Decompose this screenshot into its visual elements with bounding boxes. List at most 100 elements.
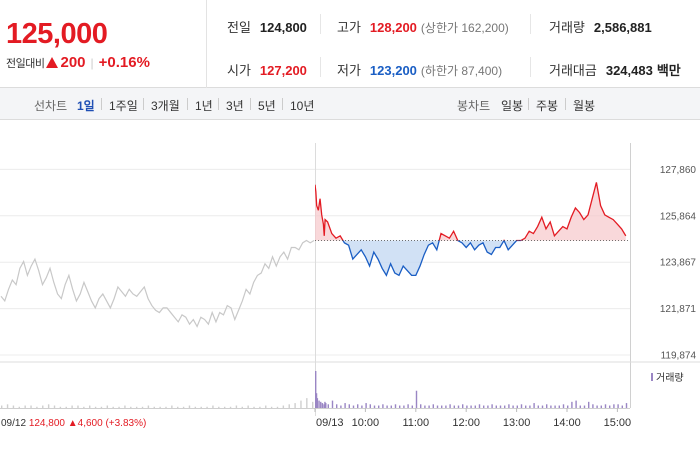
toolbar-separator [528, 98, 529, 110]
volume-bar [441, 405, 443, 408]
volume-bar [235, 405, 238, 408]
volume-bar [229, 406, 232, 408]
candle-weekly-button[interactable]: 주봉 [536, 99, 559, 113]
prev-day-series [0, 239, 315, 328]
y-tick-label: 123,867 [660, 258, 697, 269]
x-tick-label: 14:00 [553, 417, 581, 429]
volume-bar [390, 405, 392, 408]
current-price: 125,000 [6, 18, 108, 50]
period-1d-button[interactable]: 1일 [77, 99, 95, 113]
volume-bar [537, 405, 539, 408]
volume-bar [575, 400, 577, 408]
volume-bar [12, 405, 15, 408]
volume-bar [141, 406, 144, 408]
change-row: 전일대비 200 | +0.16% [6, 54, 150, 71]
toolbar-separator [218, 98, 219, 110]
current-price-box: 125,000 전일대비 200 | +0.16% [0, 0, 207, 88]
volume-bar [182, 406, 185, 408]
down-area-fill [315, 240, 626, 276]
stat-value: 124,800 [259, 20, 307, 35]
volume-bar [487, 405, 489, 408]
volume-bar [300, 400, 302, 408]
up-triangle-icon [46, 57, 59, 68]
candle-monthly-button[interactable]: 월봉 [573, 99, 596, 113]
volume-bar [24, 405, 26, 408]
period-10y-button[interactable]: 10년 [290, 99, 315, 113]
volume-bar [315, 393, 318, 408]
period-5y-button[interactable]: 5년 [258, 99, 276, 113]
volume-chart: 거래량 [0, 361, 700, 409]
stat-label: 거래량 [549, 20, 585, 35]
volume-bar [550, 405, 552, 408]
period-1w-button[interactable]: 1주일 [109, 99, 138, 113]
period-3m-button[interactable]: 3개월 [151, 99, 180, 113]
volume-bar [478, 404, 481, 408]
stat-sub: (상한가 162,200) [420, 21, 509, 35]
volume-bar [432, 404, 434, 408]
volume-bar [457, 405, 460, 408]
stat-value: 128,200 [369, 20, 417, 35]
change-label: 전일대비 [6, 57, 45, 70]
volume-bar [259, 406, 261, 408]
volume-bar [499, 405, 502, 408]
today-price-line-up [315, 182, 627, 241]
volume-bar [558, 405, 560, 408]
volume-bar [165, 406, 167, 408]
volume-bar [516, 405, 518, 408]
today-series [315, 182, 630, 277]
volume-bar [617, 404, 619, 408]
volume-bar [541, 405, 544, 408]
volume-bar [241, 406, 243, 408]
period-3y-button[interactable]: 3년 [226, 99, 244, 113]
volume-bar [200, 406, 202, 408]
volume-bar [592, 404, 594, 408]
volume-bar [520, 404, 523, 408]
divider [530, 14, 531, 34]
volume-bar [571, 401, 573, 408]
volume-bar [579, 405, 581, 408]
stat-low: 저가 123,200 (하한가 87,400) [337, 60, 502, 79]
volume-bar [600, 405, 602, 408]
period-1y-button[interactable]: 1년 [195, 99, 213, 113]
volume-bar [130, 406, 132, 408]
volume-bar [124, 405, 126, 408]
prev-day-summary-label: 09/12 124,800 ▲4,600 (+3.83%) [1, 418, 146, 429]
y-axis: 127,860 125,864 123,867 121,871 119,874 [630, 143, 697, 408]
stat-value: 127,200 [259, 63, 307, 78]
volume-bar [352, 405, 355, 408]
volume-bar [325, 403, 327, 408]
volume-bar [583, 405, 586, 408]
volume-bar [265, 405, 267, 408]
volume-bar [288, 404, 290, 408]
volume-bar [554, 405, 556, 408]
volume-bar [18, 406, 21, 408]
volume-bar [533, 403, 535, 408]
stat-sub: (하한가 87,400) [420, 64, 503, 78]
volume-bar [449, 404, 451, 408]
x-tick-label: 10:00 [352, 417, 380, 429]
volume-bar [348, 404, 350, 408]
volume-bar [420, 404, 422, 408]
volume-bar [357, 404, 359, 408]
today-price-line-down [342, 240, 523, 277]
divider [320, 57, 321, 77]
stat-open: 시가 127,200 [227, 60, 307, 79]
volume-bar [394, 404, 397, 408]
volume-bar [30, 405, 32, 408]
volume-bar [382, 404, 384, 408]
toolbar-separator [101, 98, 102, 110]
volume-bar [415, 390, 418, 408]
change-amount: 200 [60, 54, 86, 71]
volume-bar [212, 405, 214, 408]
volume-bar [270, 406, 273, 408]
volume-bar [625, 403, 628, 408]
volume-bar [445, 405, 447, 408]
x-axis: 09/13 10:00 11:00 12:00 13:00 14:00 15:00 09/12… [1, 408, 631, 429]
volume-bar [306, 398, 308, 408]
stat-label: 고가 [337, 20, 361, 35]
volume-bar [621, 405, 623, 408]
candle-daily-button[interactable]: 일봉 [501, 99, 524, 113]
volume-bar [546, 404, 548, 408]
toolbar-separator [250, 98, 251, 110]
